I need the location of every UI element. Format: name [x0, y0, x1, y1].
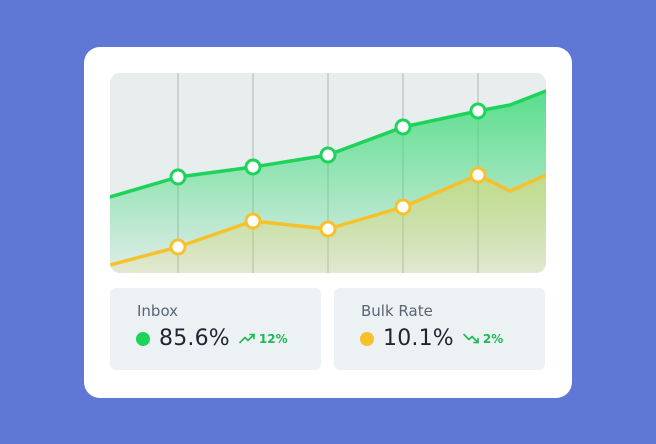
bulk-rate-point — [319, 220, 337, 238]
bulk-rate-trend: 2% — [463, 332, 503, 346]
inbox-line — [110, 89, 546, 199]
inbox-stat-panel: Inbox 85.6% 12% — [110, 288, 321, 370]
inbox-point — [319, 146, 337, 164]
trend-up-icon — [239, 333, 255, 344]
bulk-rate-value: 10.1% — [383, 326, 454, 351]
inbox-trend: 12% — [239, 332, 288, 346]
bulk-rate-line — [110, 173, 546, 267]
stats-card: Inbox 85.6% 12% Bulk Rate 10.1% — [84, 47, 572, 398]
inbox-point — [469, 102, 487, 120]
bulk-rate-point — [169, 238, 187, 256]
inbox-trend-value: 12% — [258, 331, 288, 346]
bulk-rate-trend-value: 2% — [482, 331, 504, 346]
bulk-rate-point — [469, 166, 487, 184]
chart-canvas — [110, 73, 546, 273]
inbox-point — [394, 118, 412, 136]
area-chart — [110, 73, 546, 273]
inbox-legend-dot — [136, 331, 150, 346]
inbox-label: Inbox — [137, 302, 179, 320]
inbox-value: 85.6% — [159, 326, 230, 351]
trend-down-icon — [463, 333, 479, 344]
bulk-rate-legend-dot — [360, 331, 374, 346]
bulk-rate-point — [244, 212, 262, 230]
bulk-rate-stat-panel: Bulk Rate 10.1% 2% — [334, 288, 545, 370]
inbox-point — [169, 168, 187, 186]
inbox-point — [244, 158, 262, 176]
bulk-rate-label: Bulk Rate — [361, 302, 433, 320]
bulk-rate-point — [394, 198, 412, 216]
bulk-rate-area — [110, 175, 546, 273]
